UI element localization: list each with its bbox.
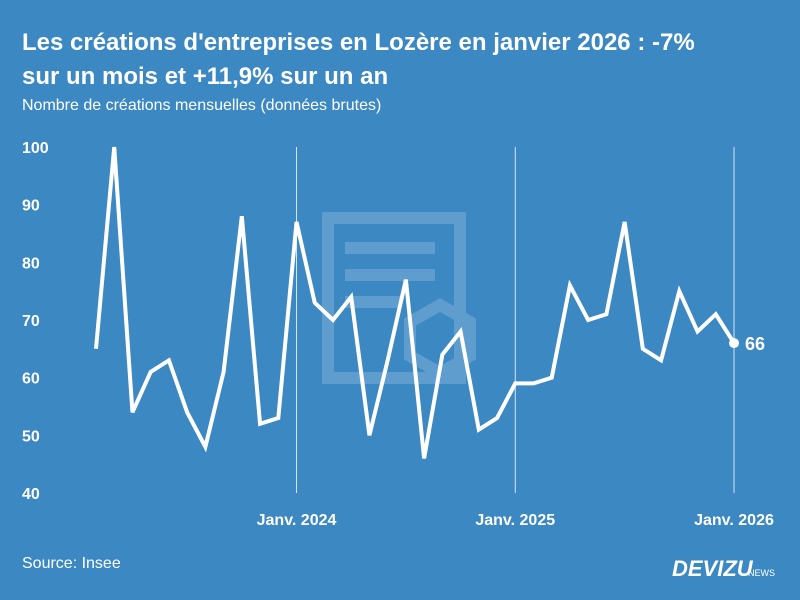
end-point [729,338,739,349]
x-tick-label: Janv. 2026 [694,512,774,529]
data-label: 66 [745,334,765,354]
chart-subtitle: Nombre de créations mensuelles (données … [22,97,381,114]
y-tick-label: 60 [22,371,40,388]
y-tick-label: 50 [22,428,40,445]
x-tick-label: Janv. 2024 [257,512,337,529]
x-tick-label: Janv. 2025 [475,512,555,529]
chart-title: Les créations d'entreprises en Lozère en… [22,29,695,56]
y-tick-label: 100 [22,140,49,157]
line [94,146,736,459]
logo: DEVIZU [672,556,754,581]
source: Source: Insee [22,555,121,572]
y-tick-label: 70 [22,313,40,330]
y-tick-label: 90 [22,198,40,215]
logo-suffix: NEWS [748,568,775,578]
y-tick-label: 80 [22,255,40,272]
chart-title: sur un mois et +11,9% sur un an [22,63,388,90]
y-tick-label: 40 [22,486,40,503]
